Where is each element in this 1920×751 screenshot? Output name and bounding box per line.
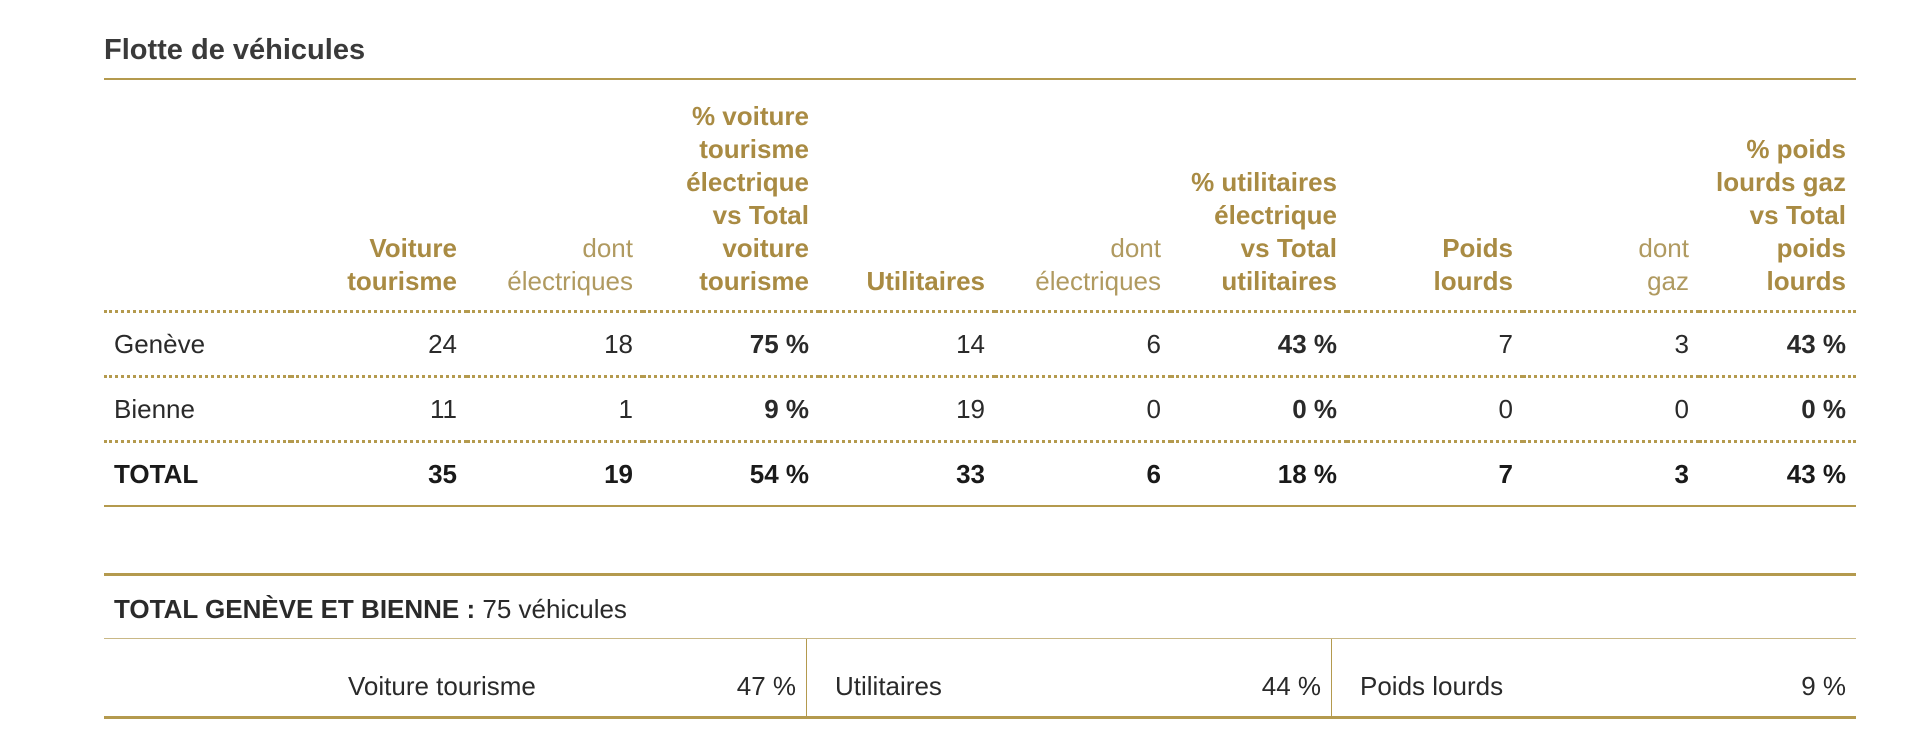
summary-divider bbox=[104, 638, 1856, 639]
total-utilitaires: 33 bbox=[956, 458, 985, 489]
cell-poids: 0 bbox=[1498, 393, 1513, 424]
cell-voiture-pct: 75 % bbox=[749, 328, 809, 359]
header-line: électriques bbox=[1035, 266, 1161, 296]
header-line: vs Total bbox=[712, 200, 809, 230]
title-divider bbox=[104, 78, 1856, 80]
cell-poids-gaz: 3 bbox=[1674, 328, 1689, 359]
header-line: lourds bbox=[1766, 266, 1846, 296]
header-line: % poids bbox=[1746, 134, 1846, 164]
header-line: vs Total bbox=[1749, 200, 1846, 230]
summary-count: 75 véhicules bbox=[482, 594, 627, 624]
header-row: Voiture tourisme dont électriques % voitur… bbox=[104, 100, 1856, 312]
header-line: Voiture bbox=[369, 233, 457, 263]
cell-voiture: 11 bbox=[430, 393, 457, 424]
total-voiture: 35 bbox=[428, 458, 457, 489]
summary-item-label: Voiture tourisme bbox=[348, 671, 536, 701]
table-row: Genève 24 18 75 % 14 6 43 % 7 3 43 % bbox=[104, 312, 1856, 377]
header-voiture-electriques: dont électriques bbox=[467, 100, 643, 312]
header-poids-gaz: dont gaz bbox=[1523, 100, 1699, 312]
summary-item-value: 44 % bbox=[1261, 671, 1321, 701]
fleet-table: Voiture tourisme dont électriques % voitur… bbox=[104, 100, 1856, 507]
summary-item-poids: Poids lourds 9 % bbox=[1332, 639, 1856, 716]
cell-poids-pct: 0 % bbox=[1801, 393, 1846, 424]
header-line: tourisme bbox=[699, 266, 809, 296]
total-poids-gaz: 3 bbox=[1674, 458, 1689, 489]
cell-poids-gaz: 0 bbox=[1674, 393, 1689, 424]
cell-util-elec: 0 bbox=[1146, 393, 1161, 424]
summary-item-utilitaires: Utilitaires 44 % bbox=[807, 639, 1332, 716]
header-utilitaires-electriques: dont électriques bbox=[995, 100, 1171, 312]
header-voiture-tourisme: Voiture tourisme bbox=[291, 100, 467, 312]
cell-utilitaires: 14 bbox=[956, 328, 985, 359]
row-label: Bienne bbox=[114, 393, 195, 424]
header-poids-pct: % poids lourds gaz vs Total poids lourds bbox=[1699, 100, 1856, 312]
cell-poids: 7 bbox=[1498, 328, 1513, 359]
header-line: dont bbox=[1110, 233, 1161, 263]
summary-top-rule bbox=[104, 573, 1856, 576]
cell-util-elec: 6 bbox=[1146, 328, 1161, 359]
header-utilitaires: Utilitaires bbox=[819, 100, 995, 312]
cell-voiture: 24 bbox=[428, 328, 457, 359]
header-line: Utilitaires bbox=[866, 266, 986, 296]
cell-voiture-pct: 9 % bbox=[764, 393, 809, 424]
summary-item-value: 47 % bbox=[736, 671, 796, 701]
header-line: dont bbox=[1638, 233, 1689, 263]
summary-item-label: Poids lourds bbox=[1360, 671, 1504, 701]
header-line: vs Total bbox=[1240, 233, 1337, 263]
total-util-elec: 6 bbox=[1146, 458, 1161, 489]
header-line: tourisme bbox=[347, 266, 457, 296]
header-line: voiture bbox=[722, 233, 809, 263]
total-label: TOTAL bbox=[114, 458, 199, 489]
header-voiture-pct: % voiture tourisme électrique vs Total voitu… bbox=[643, 100, 819, 312]
total-poids-pct: 43 % bbox=[1786, 458, 1846, 489]
header-line: gaz bbox=[1647, 266, 1689, 296]
cell-voiture-elec: 18 bbox=[604, 328, 633, 359]
header-line: électrique bbox=[1214, 200, 1337, 230]
header-line: utilitaires bbox=[1221, 266, 1337, 296]
header-line: électriques bbox=[507, 266, 633, 296]
summary-item-label: Utilitaires bbox=[835, 671, 942, 701]
page-title: Flotte de véhicules bbox=[104, 34, 366, 66]
total-voiture-elec: 19 bbox=[604, 458, 633, 489]
cell-poids-pct: 43 % bbox=[1786, 328, 1846, 359]
header-utilitaires-pct: % utilitaires électrique vs Total utilitair… bbox=[1171, 100, 1347, 312]
table-row: Bienne 11 1 9 % 19 0 0 % 0 0 0 % bbox=[104, 377, 1856, 442]
cell-util-pct: 43 % bbox=[1277, 328, 1337, 359]
header-line: lourds gaz bbox=[1715, 167, 1846, 197]
cell-utilitaires: 19 bbox=[956, 393, 985, 424]
header-line: % voiture bbox=[691, 101, 809, 131]
header-line: lourds bbox=[1433, 266, 1513, 296]
summary-item-voiture: Voiture tourisme 47 % bbox=[104, 639, 807, 716]
header-line: dont bbox=[582, 233, 633, 263]
total-voiture-pct: 54 % bbox=[749, 458, 809, 489]
total-util-pct: 18 % bbox=[1277, 458, 1337, 489]
header-line: poids bbox=[1776, 233, 1846, 263]
header-empty bbox=[104, 100, 291, 312]
summary-heading-label: TOTAL GENÈVE ET BIENNE : bbox=[114, 594, 476, 624]
cell-util-pct: 0 % bbox=[1292, 393, 1337, 424]
summary-item-value: 9 % bbox=[1801, 671, 1846, 701]
header-line: % utilitaires bbox=[1191, 167, 1337, 197]
header-line: tourisme bbox=[699, 134, 809, 164]
total-poids: 7 bbox=[1498, 458, 1513, 489]
summary-heading: TOTAL GENÈVE ET BIENNE : 75 véhicules bbox=[114, 594, 627, 625]
cell-voiture-elec: 1 bbox=[618, 393, 633, 424]
total-row: TOTAL 35 19 54 % 33 6 18 % 7 3 43 % bbox=[104, 442, 1856, 506]
header-line: électrique bbox=[686, 167, 809, 197]
header-line: Poids bbox=[1442, 233, 1513, 263]
row-label: Genève bbox=[114, 328, 206, 359]
header-poids-lourds: Poids lourds bbox=[1347, 100, 1523, 312]
summary-breakdown: Voiture tourisme 47 % Utilitaires 44 % P… bbox=[104, 639, 1856, 719]
